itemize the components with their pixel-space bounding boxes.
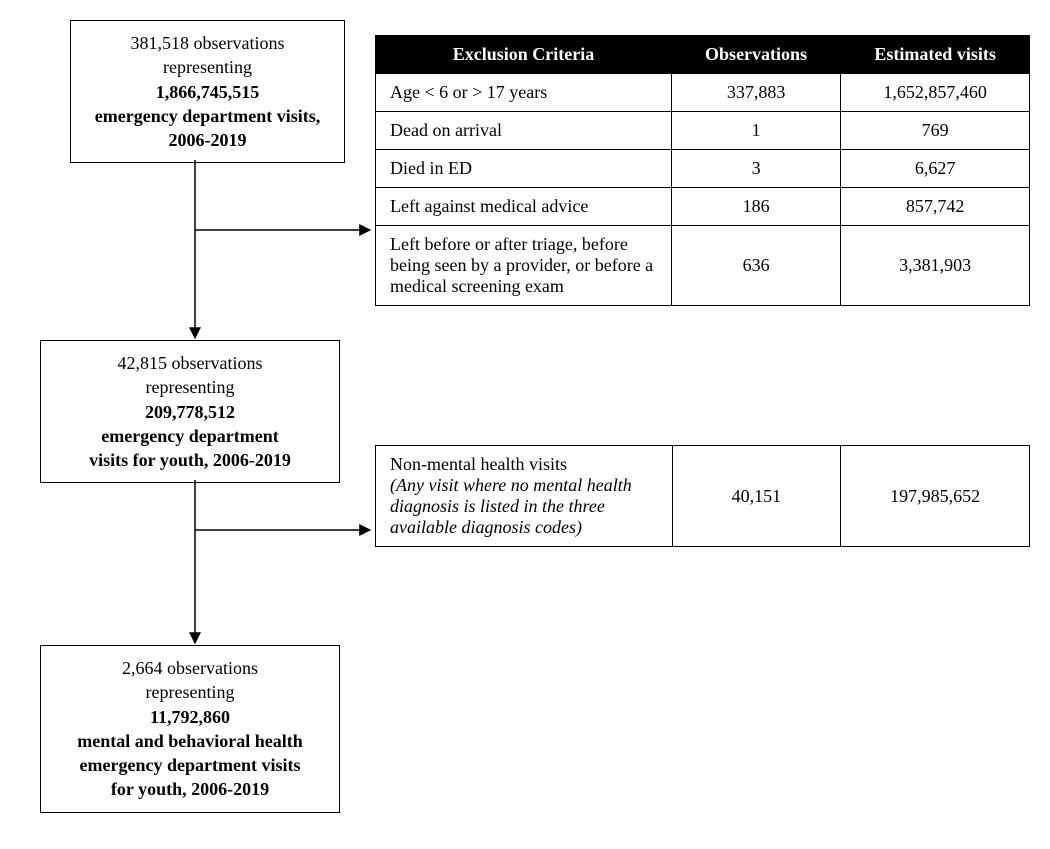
- box1-desc1: emergency department visits,: [85, 104, 330, 128]
- cell-label: Age < 6 or > 17 years: [376, 74, 672, 112]
- cell-label: Left before or after triage, before bein…: [376, 226, 672, 306]
- box2-desc2: visits for youth, 2006-2019: [55, 448, 325, 472]
- table-row: Dead on arrival 1 769: [376, 112, 1030, 150]
- box3-obs: 2,664 observations: [55, 656, 325, 680]
- cell-obs: 186: [671, 188, 840, 226]
- flow-box-total-visits: 381,518 observations representing 1,866,…: [70, 20, 345, 163]
- nonmh-label-italic: (Any visit where no mental health diagno…: [390, 475, 632, 537]
- cell-est: 1,652,857,460: [841, 74, 1030, 112]
- box1-num: 1,866,745,515: [85, 80, 330, 104]
- cell-est: 769: [841, 112, 1030, 150]
- cell-obs: 337,883: [671, 74, 840, 112]
- cell-label: Dead on arrival: [376, 112, 672, 150]
- cell-obs: 3: [671, 150, 840, 188]
- cell-obs: 40,151: [672, 446, 840, 547]
- th-exclusion: Exclusion Criteria: [376, 36, 672, 74]
- box1-desc2: 2006-2019: [85, 128, 330, 152]
- cell-label: Non-mental health visits (Any visit wher…: [376, 446, 673, 547]
- box3-desc2: emergency department visits: [55, 753, 325, 777]
- box2-rep: representing: [55, 375, 325, 399]
- box3-desc3: for youth, 2006-2019: [55, 777, 325, 801]
- nonmh-label-main: Non-mental health visits: [390, 454, 567, 474]
- box2-desc1: emergency department: [55, 424, 325, 448]
- cell-est: 6,627: [841, 150, 1030, 188]
- table-header-row: Exclusion Criteria Observations Estimate…: [376, 36, 1030, 74]
- exclusion-criteria-table: Exclusion Criteria Observations Estimate…: [375, 35, 1030, 306]
- box1-obs: 381,518 observations: [85, 31, 330, 55]
- box3-rep: representing: [55, 680, 325, 704]
- box2-num: 209,778,512: [55, 400, 325, 424]
- flow-box-youth-visits: 42,815 observations representing 209,778…: [40, 340, 340, 483]
- cell-est: 197,985,652: [841, 446, 1030, 547]
- box3-num: 11,792,860: [55, 705, 325, 729]
- non-mh-table: Non-mental health visits (Any visit wher…: [375, 445, 1030, 547]
- table-row: Age < 6 or > 17 years 337,883 1,652,857,…: [376, 74, 1030, 112]
- table-row: Left against medical advice 186 857,742: [376, 188, 1030, 226]
- table-row: Non-mental health visits (Any visit wher…: [376, 446, 1030, 547]
- table-row: Left before or after triage, before bein…: [376, 226, 1030, 306]
- cell-label: Left against medical advice: [376, 188, 672, 226]
- box1-rep: representing: [85, 55, 330, 79]
- flowchart-canvas: 381,518 observations representing 1,866,…: [20, 20, 1030, 829]
- th-observations: Observations: [671, 36, 840, 74]
- table-row: Died in ED 3 6,627: [376, 150, 1030, 188]
- cell-est: 857,742: [841, 188, 1030, 226]
- box2-obs: 42,815 observations: [55, 351, 325, 375]
- box3-desc1: mental and behavioral health: [55, 729, 325, 753]
- cell-obs: 636: [671, 226, 840, 306]
- cell-label: Died in ED: [376, 150, 672, 188]
- cell-est: 3,381,903: [841, 226, 1030, 306]
- cell-obs: 1: [671, 112, 840, 150]
- flow-box-mh-visits: 2,664 observations representing 11,792,8…: [40, 645, 340, 813]
- th-estimated: Estimated visits: [841, 36, 1030, 74]
